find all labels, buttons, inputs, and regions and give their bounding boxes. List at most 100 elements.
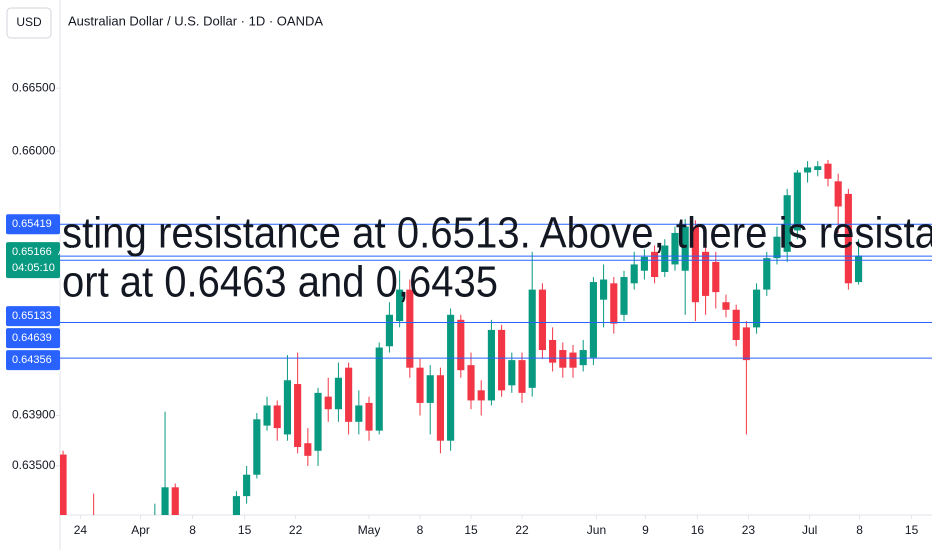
x-tick-label: 22: [289, 523, 303, 537]
candle-body: [793, 172, 801, 231]
current-price-tag: [6, 242, 60, 279]
annotation-text: ort at 0.6463 and 0,6435: [62, 258, 498, 307]
candle-body: [406, 289, 414, 368]
candle-body: [600, 279, 608, 300]
x-tick-label: Apr: [131, 523, 150, 537]
candle-body: [722, 302, 730, 310]
candle-body: [691, 226, 699, 303]
x-tick-label: 15: [238, 523, 252, 537]
candle-body: [345, 367, 353, 422]
candle-body: [294, 384, 302, 448]
symbol-label: AUDUSD: [58, 246, 105, 258]
candle-body: [579, 350, 587, 366]
y-tick-label: 0.63900: [12, 408, 56, 422]
x-tick-label: 16: [691, 523, 705, 537]
candle-body: [508, 360, 516, 386]
y-tick-label: 0.66000: [12, 143, 56, 157]
candle-body: [375, 347, 383, 431]
candle-body: [528, 289, 536, 388]
candle-body: [487, 329, 495, 401]
price-tag: [6, 306, 60, 327]
candle-body: [385, 314, 393, 347]
price-tag-label: 0.64639: [12, 332, 52, 344]
candle-body: [253, 419, 261, 475]
candle-body: [426, 375, 434, 403]
x-tick-label: Jul: [802, 523, 817, 537]
y-tick-label: 0.66500: [12, 80, 56, 94]
x-tick-label: 15: [464, 523, 478, 537]
candle-body: [416, 367, 424, 403]
candle-body: [273, 405, 281, 429]
candle-body: [559, 350, 567, 368]
y-tick-label: 0.63500: [12, 458, 56, 472]
x-tick-label: 15: [905, 523, 919, 537]
price-tag: [6, 214, 60, 235]
candle-body: [447, 314, 455, 441]
x-tick-label: Jun: [587, 523, 606, 537]
candle-body: [171, 487, 179, 515]
currency-box[interactable]: [6, 7, 52, 39]
candle-body: [844, 193, 852, 284]
candle-body: [610, 283, 618, 324]
candle-body: [60, 454, 67, 515]
candle-body: [620, 277, 628, 315]
candle-body: [334, 377, 342, 410]
candle-body: [834, 181, 842, 207]
candle-body: [661, 245, 669, 272]
candle-body: [263, 405, 271, 426]
candle-body: [518, 360, 526, 393]
candle-body: [365, 402, 373, 431]
candle-body: [702, 251, 710, 296]
x-tick-label: 24: [74, 523, 88, 537]
x-tick-label: 8: [856, 523, 863, 537]
candle-body: [640, 256, 648, 271]
x-tick-label: 23: [742, 523, 756, 537]
candle-body: [814, 166, 822, 170]
candle-body: [304, 443, 312, 456]
candle-body: [783, 195, 791, 252]
candle-body: [630, 264, 638, 284]
candle-body: [732, 309, 740, 340]
price-tag-label: 0.65133: [12, 310, 52, 322]
candle-body: [243, 474, 251, 497]
candle-body: [314, 392, 322, 451]
price-tag-label: 0.65419: [12, 218, 52, 230]
x-tick-label: 8: [189, 523, 196, 537]
candle-body: [854, 255, 863, 283]
candle-body: [467, 365, 475, 401]
candle-body: [283, 380, 292, 435]
current-price-label: 0.65166: [12, 246, 52, 258]
candle-body: [763, 258, 771, 290]
price-tag-label: 0.64356: [12, 354, 52, 366]
chart-title: Australian Dollar / U.S. Dollar · 1D · O…: [68, 13, 323, 28]
candle-body: [232, 496, 241, 515]
candle-body: [324, 396, 332, 410]
candle-body: [753, 289, 761, 328]
candle-body: [161, 487, 169, 515]
x-tick-label: 9: [642, 523, 649, 537]
candle-body: [538, 289, 546, 351]
candle-body: [712, 261, 720, 293]
annotation-text: sting resistance at 0.6513. Above, there…: [62, 209, 932, 258]
candle-body: [457, 319, 465, 371]
candle-body: [681, 226, 689, 271]
price-tag: [6, 328, 60, 349]
candle-body: [742, 327, 750, 361]
x-tick-label: May: [358, 523, 381, 537]
currency: USD: [16, 15, 42, 29]
candle-body: [773, 236, 781, 259]
candle-body: [671, 232, 679, 265]
candle-body: [569, 352, 577, 368]
candle-body: [651, 251, 659, 278]
candle-body: [824, 163, 832, 179]
candle-body: [549, 339, 557, 363]
price-tag: [6, 350, 60, 371]
candle-body: [804, 167, 812, 173]
candle-body: [589, 282, 597, 358]
candle-body: [355, 405, 363, 422]
candle-body: [396, 289, 404, 322]
x-tick-label: 8: [417, 523, 424, 537]
candle-body: [477, 390, 485, 401]
